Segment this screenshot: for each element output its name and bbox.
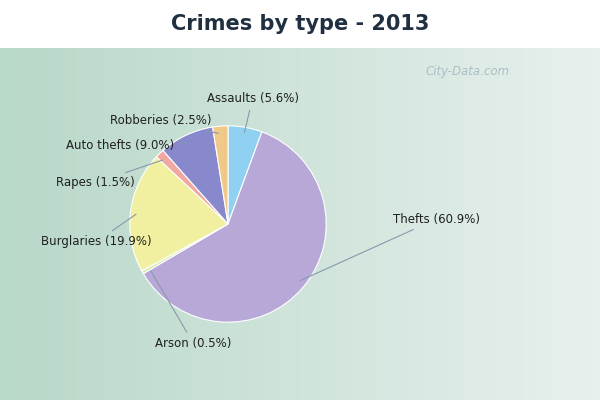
Wedge shape xyxy=(228,126,262,224)
Wedge shape xyxy=(130,157,228,271)
Text: Rapes (1.5%): Rapes (1.5%) xyxy=(56,160,163,189)
Wedge shape xyxy=(212,126,228,224)
Text: Assaults (5.6%): Assaults (5.6%) xyxy=(206,92,299,132)
Wedge shape xyxy=(163,127,228,224)
Text: Thefts (60.9%): Thefts (60.9%) xyxy=(300,212,480,281)
Wedge shape xyxy=(142,224,228,274)
Text: Auto thefts (9.0%): Auto thefts (9.0%) xyxy=(66,139,187,152)
Text: City-Data.com: City-Data.com xyxy=(426,66,510,78)
Text: Crimes by type - 2013: Crimes by type - 2013 xyxy=(171,14,429,34)
Text: Burglaries (19.9%): Burglaries (19.9%) xyxy=(41,214,152,248)
Wedge shape xyxy=(157,150,228,224)
Wedge shape xyxy=(143,132,326,322)
Text: Robberies (2.5%): Robberies (2.5%) xyxy=(110,114,218,133)
Text: Arson (0.5%): Arson (0.5%) xyxy=(151,271,232,350)
